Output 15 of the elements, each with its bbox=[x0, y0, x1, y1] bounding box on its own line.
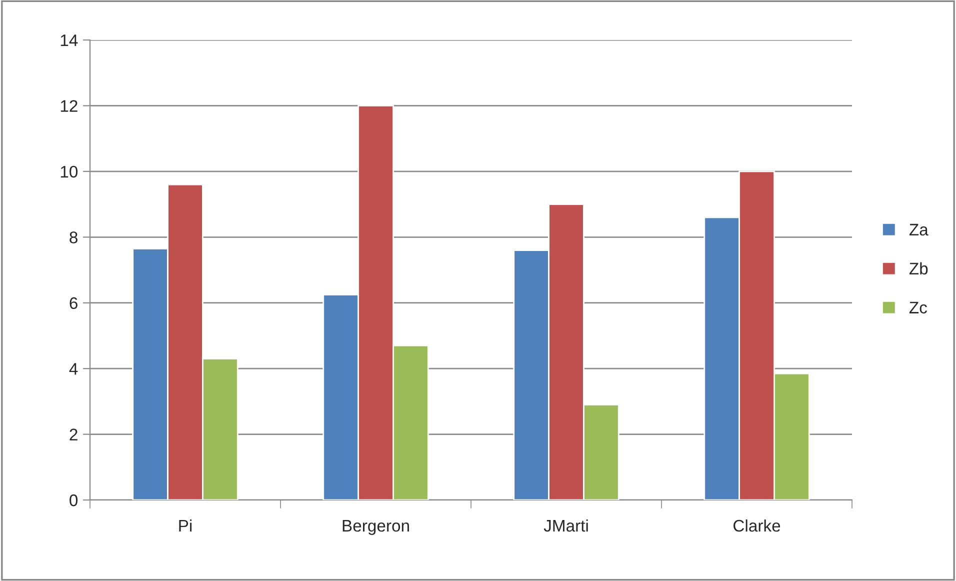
x-tick-label: Bergeron bbox=[342, 520, 409, 535]
y-tick-label: 4 bbox=[69, 363, 78, 375]
y-tick-label: 0 bbox=[70, 494, 78, 506]
y-tick-label: 10 bbox=[60, 166, 78, 178]
y-tick-label: 12 bbox=[60, 100, 78, 112]
legend-label: Zc bbox=[909, 302, 927, 314]
x-tick-label: Clarke bbox=[734, 519, 780, 532]
legend-label: Zb bbox=[909, 262, 928, 275]
y-tick-label: 14 bbox=[60, 34, 78, 46]
legend-label: Za bbox=[909, 224, 928, 236]
y-tick-label: 6 bbox=[70, 297, 78, 310]
x-tick-label: Pi bbox=[179, 519, 192, 532]
x-tick-label: JMarti bbox=[544, 519, 588, 532]
y-tick-label: 2 bbox=[70, 428, 78, 440]
y-tick-label: 8 bbox=[70, 232, 78, 244]
